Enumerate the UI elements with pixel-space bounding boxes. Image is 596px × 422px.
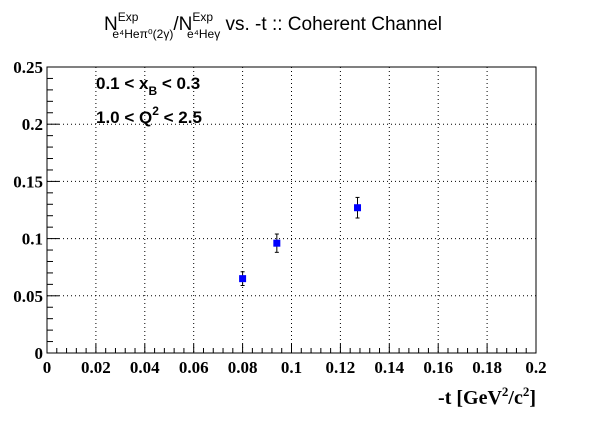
data-point <box>239 271 247 287</box>
grid <box>47 67 536 353</box>
chart-title: NExp e⁴Heπ⁰(2γ)/NExp e⁴Heγ vs. -t :: Coher… <box>104 10 442 41</box>
x-tick-label: 0.08 <box>228 358 258 377</box>
point-marker <box>239 275 247 283</box>
data-point <box>273 233 281 253</box>
annotation-q2-range: 1.0 < Q2 < 2.5 <box>96 104 202 127</box>
data-point <box>354 196 362 219</box>
x-tick-label: 0.12 <box>326 358 356 377</box>
y-tick-labels: 0 0.05 0.1 0.15 0.2 0.25 <box>13 58 43 363</box>
y-tick-label: 0.05 <box>13 287 43 306</box>
point-marker <box>273 239 281 247</box>
point-marker <box>354 204 362 212</box>
x-tick-label: 0.18 <box>472 358 502 377</box>
y-tick-label: 0.25 <box>13 58 43 77</box>
x-tick-label: 0 <box>43 358 52 377</box>
y-tick-label: 0 <box>35 344 44 363</box>
y-tick-label: 0.15 <box>13 172 43 191</box>
x-tick-label: 0.1 <box>281 358 302 377</box>
x-tick-label: 0.16 <box>423 358 453 377</box>
x-tick-label: 0.04 <box>130 358 160 377</box>
data-points <box>239 196 362 287</box>
x-tick-label: 0.14 <box>374 358 404 377</box>
annotation-xb-range: 0.1 < xB < 0.3 <box>96 74 200 98</box>
x-axis-label: -t [GeV2/c2] <box>438 384 536 409</box>
x-tick-label: 0.02 <box>81 358 111 377</box>
axis-ticks <box>46 66 537 354</box>
x-tick-label: 0.2 <box>525 358 546 377</box>
y-tick-label: 0.1 <box>22 230 43 249</box>
x-tick-label: 0.06 <box>179 358 209 377</box>
y-tick-label: 0.2 <box>22 115 43 134</box>
x-tick-labels: 0 0.02 0.04 0.06 0.08 0.1 0.12 0.14 0.16 0.18 0.2 <box>43 358 547 377</box>
